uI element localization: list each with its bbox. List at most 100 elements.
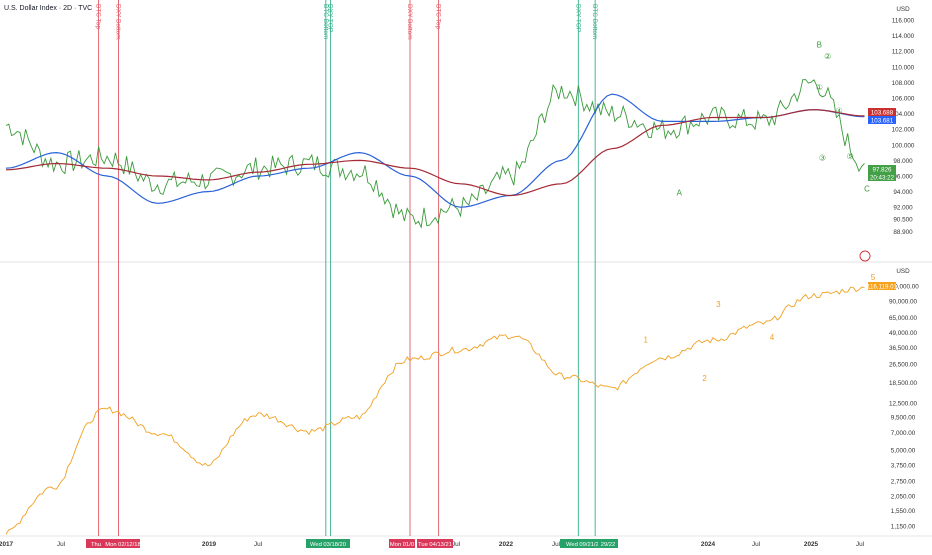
dxy-y-tick-label: 110.000 xyxy=(892,64,915,71)
ma-fast-value-badge-bg xyxy=(868,116,896,124)
dxy-y-tick-label: 104.000 xyxy=(892,111,915,118)
dxy-price-line xyxy=(5,79,865,229)
dxy-y-tick-label: 108.000 xyxy=(892,80,915,87)
dxy-y-tick-label: 96.000 xyxy=(893,174,913,181)
x-tick-label: Jul xyxy=(856,541,864,548)
ma-slow-value-badge-text: 103.688 xyxy=(871,110,894,117)
dxy-ma-slow-line xyxy=(5,109,865,197)
btc-y-tick-label: 1,150.00 xyxy=(891,524,916,531)
dxy-y-tick-label: 112.000 xyxy=(892,49,915,56)
date-badge-bg xyxy=(106,539,140,548)
dxy-price-axis[interactable]: 116.000 114.000 112.000 110.000 108.000 106.0… xyxy=(868,6,915,236)
date-badge-bg xyxy=(389,539,415,548)
btc-y-tick-label: 49,000.00 xyxy=(889,330,918,337)
btc-y-tick-label: 26,500.00 xyxy=(889,361,918,368)
btc-value-badge-text: 116,119.01 xyxy=(867,284,898,291)
btc-wave-label-3: 3 xyxy=(716,300,721,309)
dxy-countdown-badge-text: 20:43:22 xyxy=(870,175,895,182)
btc-y-tick-label: 36,500.00 xyxy=(889,345,918,352)
wave-label-2: B xyxy=(817,40,822,49)
dxy-ma-fast-line xyxy=(5,93,865,208)
dxy-y-tick-label: 116.000 xyxy=(892,18,915,25)
btc-y-tick-label: 2,750.00 xyxy=(891,478,916,485)
event-label: DXY TOP xyxy=(574,4,581,32)
date-badge-bg xyxy=(86,539,106,548)
x-tick-label: Jul xyxy=(452,541,460,548)
btc-y-tick-label: 5,000.00 xyxy=(891,448,916,455)
btc-y-tick-label: 12,500.00 xyxy=(889,400,918,407)
btc-y-tick-label: 1,550.00 xyxy=(891,508,916,515)
x-tick-label: 2025 xyxy=(804,541,819,548)
dxy-y-tick-label: 90.500 xyxy=(893,216,913,223)
x-tick-label: 2017 xyxy=(0,541,14,548)
dxy-y-tick-label: 94.000 xyxy=(893,189,913,196)
dxy-y-tick-label: 98.000 xyxy=(893,158,913,165)
btc-wave-label-5: 5 xyxy=(871,273,876,282)
event-label: DXY Bottom xyxy=(406,4,413,40)
date-badge-text: Thu xyxy=(91,542,101,548)
btc-y-tick-label: 3,750.00 xyxy=(891,462,916,469)
btc-wave-label-1: 1 xyxy=(643,336,648,345)
wave-label-6: ③ xyxy=(819,153,826,162)
flag-icon xyxy=(859,250,871,262)
x-tick-label: 2022 xyxy=(499,541,514,548)
dxy-y-tick-label: 102.000 xyxy=(892,127,915,134)
date-badge-text: Tue 04/13/21 xyxy=(418,542,452,548)
dxy-value-badge-bg xyxy=(868,165,896,173)
btc-wave-label-2: 2 xyxy=(702,374,707,383)
date-badge-bg xyxy=(560,539,608,548)
x-tick-label: Jul xyxy=(752,541,760,548)
btc-y-tick-label: 65,000.00 xyxy=(889,315,918,322)
btc-price-line xyxy=(5,286,865,535)
event-label: BTC Bottom xyxy=(591,4,598,39)
dxy-value-badge-text: 97.826 xyxy=(873,167,892,174)
x-tick-label: 2019 xyxy=(202,541,217,548)
date-badge-text: Wed 09/21/22 xyxy=(566,542,602,548)
btc-y-tick-label: 9,500.00 xyxy=(891,414,916,421)
dxy-pane[interactable]: A B C ① ② ③ ④ ⑤ xyxy=(5,40,870,229)
btc-y-tick-label: 90,000.00 xyxy=(889,298,918,305)
ma-slow-value-badge-bg xyxy=(868,108,896,116)
x-tick-label: Jul xyxy=(552,541,560,548)
ma-fast-value-badge-text: 103.681 xyxy=(871,118,894,125)
dxy-y-tick-label: 92.000 xyxy=(893,205,913,212)
dxy-countdown-badge-bg xyxy=(868,173,896,181)
date-badge-text: Mon 01/0 xyxy=(390,542,414,548)
date-badge-text: Wed 03/18/20 xyxy=(310,542,346,548)
date-badge-bg xyxy=(306,539,350,548)
wave-label-1: A xyxy=(677,189,683,198)
wave-label-7: ④ xyxy=(836,107,843,116)
dxy-y-tick-label: 106.000 xyxy=(892,96,915,103)
event-label: DXY Bottom xyxy=(115,4,122,40)
time-axis[interactable]: 2017 Jul 2019 Jul Jul 2022 Jul 2024 Jul 2025 Jul Th… xyxy=(0,539,864,548)
date-badge-text: Mon 02/12/18 xyxy=(105,542,140,548)
x-tick-label: Jul xyxy=(57,541,65,548)
date-badge-bg xyxy=(598,539,618,548)
btc-wave-label-4: 4 xyxy=(770,333,775,342)
dxy-y-tick-label: 114.000 xyxy=(892,33,915,40)
dxy-axis-unit: USD xyxy=(896,6,910,13)
wave-label-3: C xyxy=(864,185,870,194)
event-label: BTC Bottom xyxy=(322,4,329,39)
btc-y-tick-label: 7,000.00 xyxy=(891,430,916,437)
event-label: BTC Top xyxy=(435,4,442,30)
x-tick-label: Jul xyxy=(254,541,262,548)
btc-y-tick-label: 120,000.00 xyxy=(887,284,919,291)
x-tick-label: 2024 xyxy=(701,541,716,548)
btc-price-axis[interactable]: 120,000.00 90,000.00 65,000.00 49,000.00 36,… xyxy=(867,268,919,531)
btc-pane[interactable]: 1 2 3 4 5 xyxy=(5,273,876,535)
dxy-y-tick-label: 100.000 xyxy=(892,142,915,149)
btc-y-tick-label: 18,500.00 xyxy=(889,380,918,387)
chart-title: U.S. Dollar Index · 2D · TVC xyxy=(4,5,92,12)
event-label: DXY TOP xyxy=(327,4,334,32)
btc-y-tick-label: 2,050.00 xyxy=(891,494,916,501)
wave-label-8: ⑤ xyxy=(847,152,854,161)
event-label: BTC Top xyxy=(95,4,102,30)
btc-value-badge-bg xyxy=(868,282,896,290)
btc-axis-unit: USD xyxy=(896,268,910,275)
wave-label-5: ② xyxy=(824,52,831,61)
